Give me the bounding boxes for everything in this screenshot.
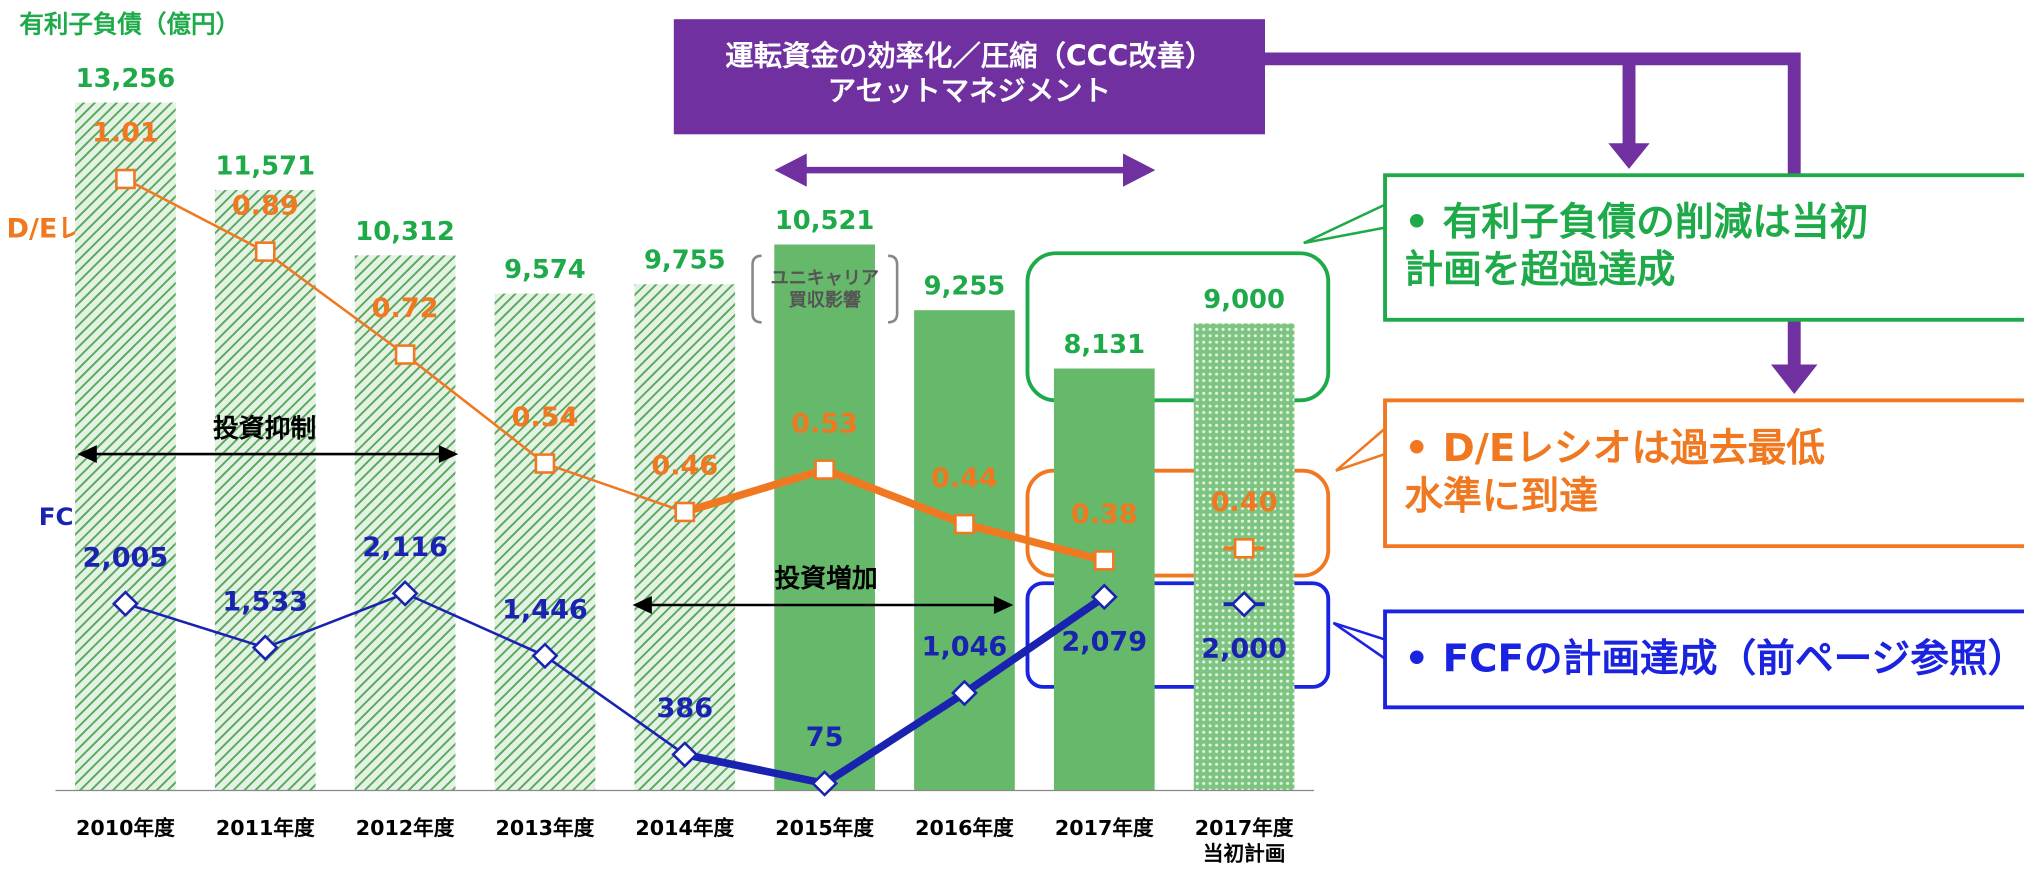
bar-label: 9,574 xyxy=(504,255,586,285)
marker xyxy=(671,741,699,768)
bar xyxy=(494,293,596,791)
data-label: 0.40 xyxy=(1211,487,1278,518)
callout-pointer xyxy=(1332,621,1386,660)
bar xyxy=(354,255,456,791)
bar-label: 10,521 xyxy=(775,206,875,236)
bar-label: 8,131 xyxy=(1063,330,1145,360)
data-label: 0.44 xyxy=(931,463,998,494)
bar-label: 13,256 xyxy=(76,64,176,94)
data-label: 1.01 xyxy=(92,118,159,149)
marker xyxy=(1230,590,1258,618)
marker xyxy=(1090,583,1118,611)
callout-fcf: • FCFの計画達成（前ページ参照） xyxy=(1404,637,2024,682)
callout-debt-box xyxy=(1383,173,2024,322)
x-tick-label: 2017年度当初計画 xyxy=(1195,816,1294,865)
x-tick-label: 2015年度 xyxy=(775,816,874,840)
x-tick-label: 2016年度 xyxy=(915,816,1014,840)
data-label: 2,000 xyxy=(1201,634,1287,665)
data-label: 75 xyxy=(806,722,844,753)
x-tick-label: 2010年度 xyxy=(76,816,175,840)
x-tick-label: 2011年度 xyxy=(216,816,315,840)
data-label: 0.54 xyxy=(512,402,579,433)
marker xyxy=(531,642,559,670)
marker xyxy=(1233,538,1255,559)
marker xyxy=(951,679,978,707)
bar xyxy=(634,284,736,791)
data-label: 0.72 xyxy=(372,293,439,324)
data-label: 386 xyxy=(657,693,714,724)
bar-label: 9,755 xyxy=(644,246,726,276)
data-label: 1,446 xyxy=(502,595,588,626)
x-tick-label: 2017年度 xyxy=(1055,816,1154,840)
data-label: 2,005 xyxy=(83,543,169,574)
marker xyxy=(111,590,139,618)
data-label: 2,079 xyxy=(1061,626,1147,657)
data-label: 0.38 xyxy=(1071,499,1138,530)
bar-label: 9,255 xyxy=(924,272,1006,302)
bar-label: 9,000 xyxy=(1203,285,1285,315)
x-tick-label: 2012年度 xyxy=(356,816,455,840)
increase-label: 投資増加 xyxy=(775,564,878,594)
marker xyxy=(394,344,416,365)
callout-debt: • 有利子負債の削減は当初計画を超過達成 xyxy=(1404,199,1868,292)
restraint-label: 投資抑制 xyxy=(213,414,316,444)
data-label: 1,533 xyxy=(222,586,308,617)
marker xyxy=(115,168,136,190)
marker xyxy=(391,580,419,607)
line-emphasis xyxy=(683,593,1107,788)
banner-arrowheads xyxy=(1608,143,1818,394)
data-label: 2,116 xyxy=(362,532,448,563)
plot: 13,256 2010年度 11,571 2011年度 10,312 2012年度 9,57… xyxy=(55,64,1315,865)
marker xyxy=(674,501,696,523)
banner-text: 運転資金の効率化／圧縮（CCC改善）アセットマネジメント xyxy=(725,40,1213,108)
bar xyxy=(774,244,875,791)
line-emphasis xyxy=(683,465,1106,565)
bar xyxy=(1053,368,1155,791)
marker xyxy=(954,513,975,535)
marker xyxy=(534,453,556,474)
data-label: 0.46 xyxy=(651,451,718,482)
callout-pointer xyxy=(1303,203,1386,245)
y-axis-label: 有利子負債（億円） xyxy=(19,10,240,39)
callout-pointer xyxy=(1335,427,1386,472)
data-label: 0.53 xyxy=(791,408,858,439)
bar xyxy=(214,190,316,791)
bar xyxy=(75,102,176,791)
highlight-de xyxy=(1025,468,1331,578)
acquisition-note: ユニキャリア買収影響 xyxy=(771,268,879,311)
marker xyxy=(811,770,839,797)
bar-label: 10,312 xyxy=(355,217,455,247)
data-label: 1,046 xyxy=(922,632,1008,663)
acquisition-brackets xyxy=(751,254,899,324)
marker xyxy=(254,241,276,262)
highlight-debt xyxy=(1025,251,1331,403)
callout-fcf-box xyxy=(1383,609,2024,710)
data-label: 0.89 xyxy=(232,190,299,221)
callout-de: • D/Eレシオは過去最低水準に到達 xyxy=(1404,426,1825,519)
x-tick-label: 2014年度 xyxy=(635,816,734,840)
callout-de-box xyxy=(1383,398,2024,549)
highlight-fcf xyxy=(1025,581,1331,689)
marker xyxy=(1093,550,1115,571)
banner-box xyxy=(673,19,1265,135)
marker xyxy=(814,459,835,480)
x-tick-label: 2013年度 xyxy=(496,816,595,840)
marker xyxy=(251,634,279,661)
bar-label: 11,571 xyxy=(215,152,315,182)
